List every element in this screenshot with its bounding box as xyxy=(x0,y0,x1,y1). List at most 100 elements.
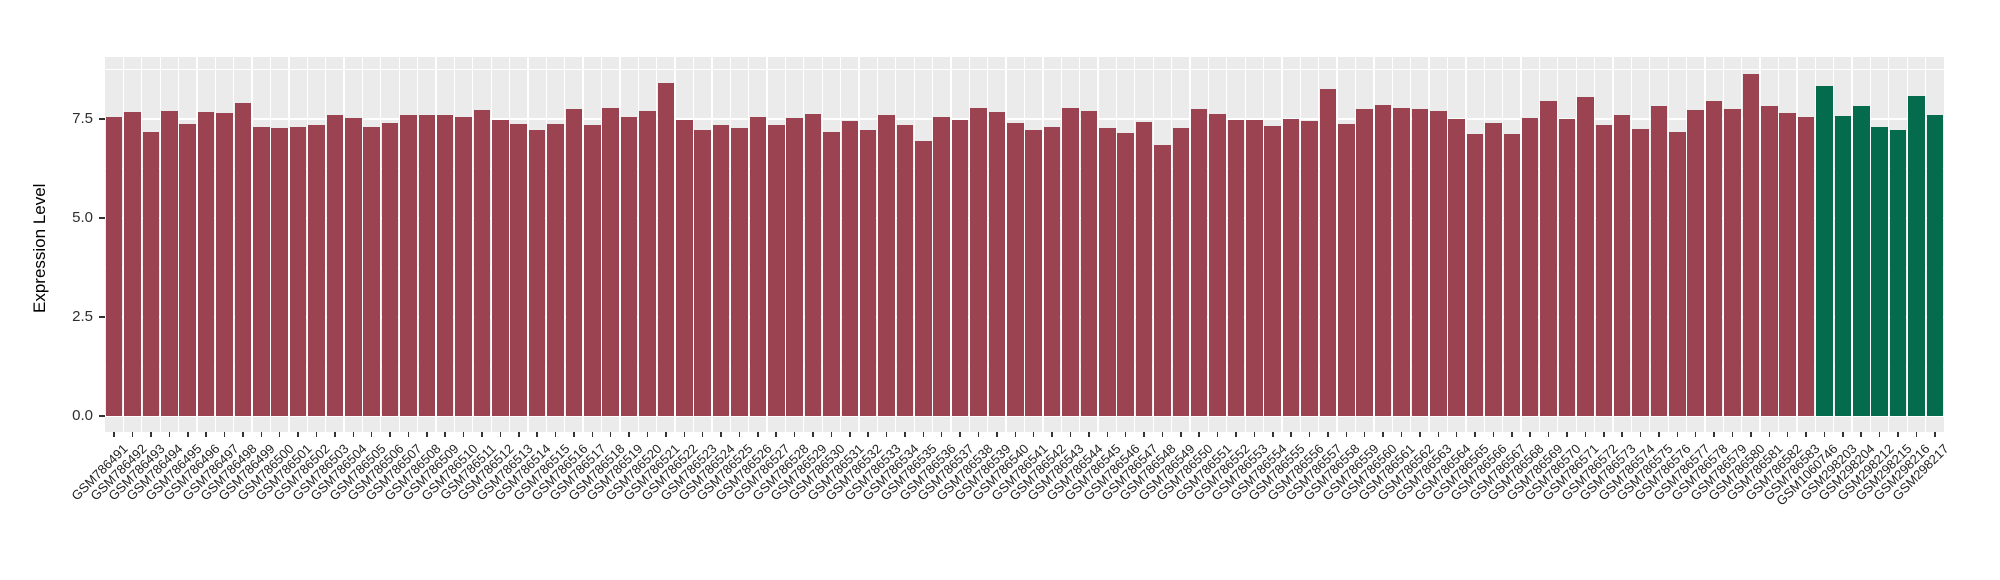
x-tick-mark xyxy=(1584,432,1587,437)
gridline-vertical xyxy=(1685,57,1688,432)
x-tick-mark xyxy=(1308,432,1311,437)
gridline-vertical xyxy=(1189,57,1191,432)
gridline-vertical xyxy=(251,57,253,432)
gridline-vertical xyxy=(564,57,566,432)
gridline-vertical xyxy=(1060,57,1062,432)
gridline-vertical xyxy=(674,57,676,432)
x-tick-mark xyxy=(1455,432,1458,437)
x-tick-mark xyxy=(370,432,373,437)
bar-GSM786540 xyxy=(1007,122,1024,416)
x-tick-mark xyxy=(1731,432,1734,437)
gridline-vertical xyxy=(1042,57,1044,432)
gridline-vertical xyxy=(656,57,658,432)
bar-GSM786570 xyxy=(1558,118,1576,416)
x-tick-mark xyxy=(1088,432,1090,437)
bar-GSM786543 xyxy=(1062,107,1079,416)
bar-GSM298204 xyxy=(1852,106,1870,416)
bar-GSM786578 xyxy=(1705,101,1723,416)
bar-GSM786507 xyxy=(400,114,417,416)
gridline-vertical xyxy=(1318,57,1320,432)
bar-GSM786581 xyxy=(1761,105,1778,416)
bar-GSM786573 xyxy=(1613,114,1631,416)
gridline-vertical xyxy=(472,57,474,432)
x-tick-mark xyxy=(1143,432,1145,437)
gridline-vertical xyxy=(711,57,713,432)
x-tick-mark xyxy=(1860,432,1862,437)
bar-GSM786500 xyxy=(271,128,288,416)
bar-GSM786580 xyxy=(1742,73,1760,416)
bar-GSM786496 xyxy=(197,112,215,416)
gridline-vertical xyxy=(545,57,547,432)
bar-GSM786544 xyxy=(1080,111,1098,416)
x-tick-mark xyxy=(812,432,814,437)
bar-GSM298212 xyxy=(1871,126,1888,416)
x-tick-mark xyxy=(1290,432,1292,437)
x-tick-mark xyxy=(242,432,244,437)
gridline-vertical xyxy=(950,57,952,432)
x-tick-mark xyxy=(223,432,226,437)
bar-GSM298215 xyxy=(1889,130,1907,416)
bar-GSM786583 xyxy=(1797,116,1815,416)
bar-GSM786521 xyxy=(657,82,675,416)
bar-GSM786572 xyxy=(1595,125,1613,416)
gridline-vertical xyxy=(1575,57,1577,432)
gridline-vertical xyxy=(122,57,125,432)
gridline-vertical xyxy=(1906,57,1908,432)
x-tick-mark xyxy=(205,432,207,437)
x-tick-mark xyxy=(297,432,299,437)
bar-GSM786530 xyxy=(823,132,840,416)
bar-GSM786568 xyxy=(1521,117,1539,416)
bar-GSM786562 xyxy=(1411,109,1429,416)
bar-GSM786550 xyxy=(1190,109,1208,416)
x-tick-mark xyxy=(407,432,410,437)
gridline-vertical xyxy=(288,57,290,432)
bar-GSM786509 xyxy=(436,114,454,416)
x-tick-mark xyxy=(1694,432,1697,437)
x-tick-mark xyxy=(1713,432,1715,437)
y-tick-mark xyxy=(99,316,105,318)
x-tick-mark xyxy=(591,432,594,437)
bar-GSM786531 xyxy=(841,121,859,416)
bar-GSM1060746 xyxy=(1816,85,1833,416)
x-tick-mark xyxy=(977,432,980,437)
bar-GSM786564 xyxy=(1448,119,1465,416)
x-tick-mark xyxy=(1805,432,1807,437)
gridline-vertical xyxy=(582,57,584,432)
x-tick-mark xyxy=(1124,432,1127,437)
bar-GSM786567 xyxy=(1503,134,1521,416)
x-tick-mark xyxy=(1161,432,1164,437)
bar-GSM786532 xyxy=(859,130,877,416)
x-tick-mark xyxy=(793,432,796,437)
bar-GSM786517 xyxy=(584,125,601,416)
x-tick-mark xyxy=(1897,432,1899,437)
y-tick-label: 5.0 xyxy=(72,209,93,226)
gridline-vertical xyxy=(784,57,787,432)
gridline-vertical xyxy=(1410,57,1412,432)
bar-GSM786510 xyxy=(455,117,472,416)
bar-GSM786504 xyxy=(344,117,362,416)
x-tick-mark xyxy=(1566,432,1568,437)
bar-GSM786503 xyxy=(326,114,344,416)
gridline-vertical xyxy=(1428,57,1430,432)
x-tick-mark xyxy=(922,432,925,437)
bar-GSM298217 xyxy=(1926,114,1944,416)
gridline-vertical xyxy=(987,57,989,432)
bar-GSM786557 xyxy=(1319,88,1337,416)
gridline-vertical xyxy=(1446,57,1449,432)
bar-GSM786518 xyxy=(602,107,619,416)
bar-GSM786493 xyxy=(142,132,160,416)
gridline-vertical xyxy=(1667,57,1669,432)
x-tick-mark xyxy=(959,432,961,437)
x-tick-mark xyxy=(389,432,391,437)
bar-GSM786491 xyxy=(105,117,123,416)
bar-GSM786511 xyxy=(473,110,491,416)
bar-GSM786501 xyxy=(289,127,307,416)
bar-GSM786574 xyxy=(1632,128,1649,416)
bar-GSM786554 xyxy=(1264,126,1282,416)
gridline-vertical xyxy=(1152,57,1154,432)
x-tick-mark xyxy=(1216,432,1219,437)
gridline-vertical xyxy=(1170,57,1173,432)
gridline-vertical xyxy=(1281,57,1283,432)
bar-GSM786551 xyxy=(1209,113,1226,416)
